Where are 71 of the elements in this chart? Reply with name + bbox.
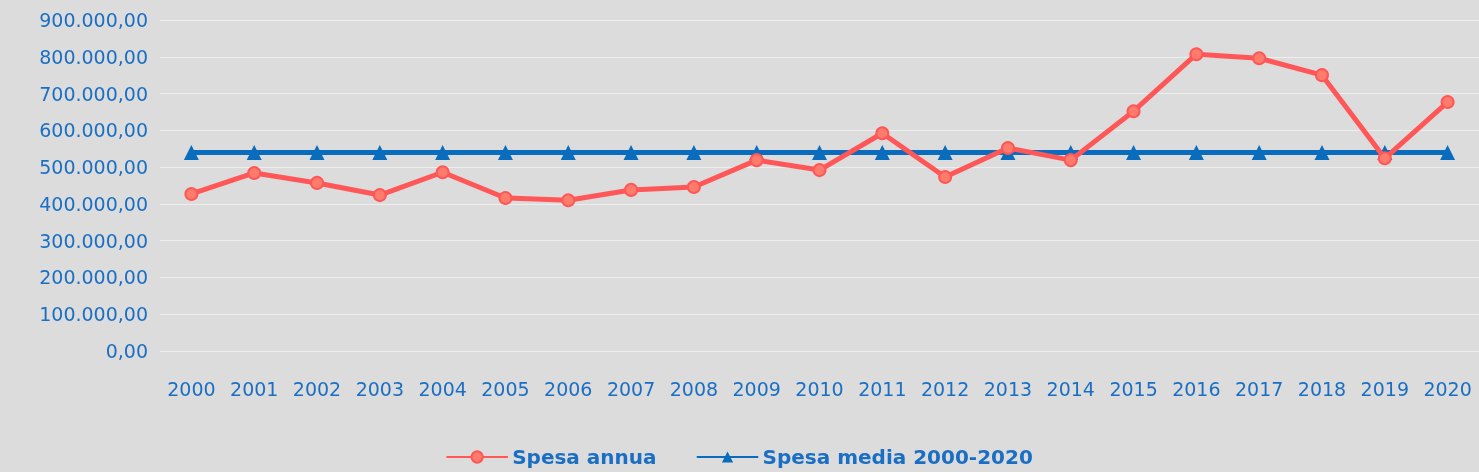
point [812, 144, 827, 160]
legend-label: Spesa annua [512, 445, 657, 469]
y-tick-label: 300.000,00 [39, 229, 148, 252]
legend-label: Spesa media 2000-2020 [762, 445, 1033, 469]
x-tick-label: 2014 [1046, 377, 1095, 400]
point [938, 170, 953, 185]
point [624, 182, 639, 197]
x-tick-label: 2017 [1234, 377, 1284, 400]
point [1314, 68, 1329, 83]
point [183, 144, 199, 160]
y-tick-label: 100.000,00 [39, 303, 148, 326]
x-tick-label: 2003 [355, 377, 405, 400]
y-tick-label: 0,00 [105, 340, 148, 362]
point [310, 175, 325, 190]
point [1440, 95, 1455, 110]
point [1126, 144, 1142, 160]
point [1314, 144, 1330, 160]
point [1000, 140, 1015, 155]
point [560, 144, 576, 160]
y-tick-label: 700.000,00 [39, 82, 148, 105]
y-tick-label: 400.000,00 [39, 192, 148, 215]
x-tick-label: 2013 [983, 377, 1033, 400]
y-tick-label: 200.000,00 [39, 266, 148, 289]
point [623, 144, 639, 160]
point [1063, 153, 1078, 168]
point [686, 144, 702, 160]
y-tick-label: 800.000,00 [39, 45, 148, 68]
x-tick-label: 2011 [858, 377, 907, 400]
x-tick-label: 2001 [230, 377, 279, 400]
point [1188, 144, 1204, 160]
point [875, 126, 890, 141]
x-tick-label: 2009 [732, 377, 781, 400]
point [184, 186, 199, 201]
x-tick-label: 2019 [1360, 377, 1409, 400]
point [497, 144, 513, 160]
point [435, 165, 450, 180]
point [1377, 151, 1392, 166]
x-tick-label: 2006 [544, 377, 593, 400]
point [1251, 144, 1267, 160]
x-tick-label: 2000 [167, 377, 216, 400]
point [812, 163, 827, 178]
x-tick-label: 2005 [481, 377, 530, 400]
point [372, 144, 388, 160]
point [246, 144, 262, 160]
x-tick-label: 2012 [920, 377, 970, 400]
point [561, 193, 576, 208]
x-tick-label: 2004 [418, 377, 467, 400]
x-tick-label: 2002 [292, 377, 342, 400]
y-tick-label: 600.000,00 [39, 119, 148, 142]
point [498, 191, 513, 205]
point [1126, 104, 1141, 119]
point [372, 188, 387, 203]
x-tick-label: 2018 [1297, 377, 1347, 400]
y-tick-label: 500.000,00 [39, 156, 148, 179]
point [686, 179, 701, 194]
x-tick-label: 2020 [1423, 377, 1472, 400]
x-tick-label: 2015 [1109, 377, 1158, 400]
x-tick-label: 2007 [606, 377, 656, 400]
point [874, 144, 890, 160]
point [309, 144, 325, 160]
point [1440, 144, 1456, 160]
point [1189, 47, 1204, 62]
point [937, 144, 953, 160]
x-tick-label: 2016 [1172, 377, 1221, 400]
point [247, 166, 262, 180]
x-tick-label: 2008 [669, 377, 719, 400]
y-tick-label: 900.000,00 [39, 9, 148, 31]
point [435, 144, 451, 160]
point [749, 153, 764, 168]
point [1252, 51, 1267, 66]
x-tick-label: 2010 [795, 377, 844, 400]
